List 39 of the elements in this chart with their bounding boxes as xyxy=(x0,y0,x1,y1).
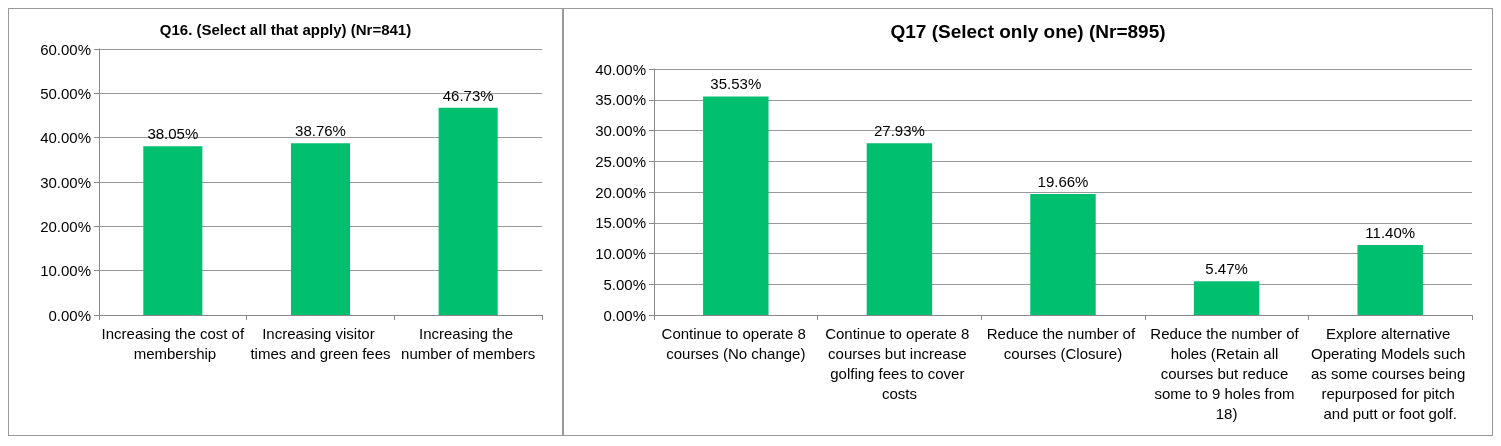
x-tick-label: Increasing the cost of membership xyxy=(101,324,245,362)
chart-title: Q16. (Select all that apply) (Nr=841) xyxy=(159,21,412,38)
y-tick-label: 25.00% xyxy=(595,152,646,170)
y-tick-label: 30.00% xyxy=(595,122,646,139)
y-tick-label: 40.00% xyxy=(595,60,646,78)
data-label: 35.53% xyxy=(710,75,762,93)
data-label: 38.76% xyxy=(295,122,346,140)
x-tick-label: Increasing the number of members xyxy=(401,324,536,362)
data-label: 38.05% xyxy=(147,125,199,143)
x-tick-label: Reduce the number of holes (Retain all courses but reduce some to 9 holes from 18) xyxy=(1150,324,1303,422)
y-tick-label: 10.00% xyxy=(40,262,91,280)
bar xyxy=(866,143,933,315)
y-tick-label: 0.00% xyxy=(48,306,91,324)
data-label: 27.93% xyxy=(873,122,925,140)
x-tick-label: Continue to operate 8 courses but increase golfing fees to cover costs xyxy=(825,324,974,402)
y-tick-label: 35.00% xyxy=(595,91,646,109)
chart-title: Q17 (Select only one) (Nr=895) xyxy=(890,21,1166,42)
y-tick-label: 5.00% xyxy=(603,275,646,293)
data-label: 46.73% xyxy=(442,86,494,104)
y-tick-label: 30.00% xyxy=(40,173,91,191)
y-tick-label: 0.00% xyxy=(603,306,646,324)
bar xyxy=(1357,244,1423,315)
bar xyxy=(1030,194,1096,315)
y-tick-label: 50.00% xyxy=(40,84,91,102)
x-tick-label: Increasing visitor times and green fees xyxy=(250,324,391,362)
y-tick-label: 20.00% xyxy=(40,217,91,235)
x-tick-label: Explore alternative Operating Models such as some courses being repurposed for pitch and putt or foot golf. xyxy=(1310,324,1470,422)
data-label: 5.47% xyxy=(1205,260,1248,278)
data-label: 19.66% xyxy=(1037,173,1089,191)
y-tick-label: 20.00% xyxy=(595,183,646,201)
x-tick-label: Continue to operate 8 courses (No change) xyxy=(661,324,811,362)
data-label: 11.40% xyxy=(1365,223,1416,241)
bar xyxy=(1193,281,1260,315)
bar xyxy=(703,96,769,315)
y-tick-label: 60.00% xyxy=(40,40,91,58)
y-tick-label: 40.00% xyxy=(40,129,91,147)
x-tick-label: Reduce the number of courses (Closure) xyxy=(986,324,1140,362)
y-tick-label: 10.00% xyxy=(595,245,646,262)
y-tick-label: 15.00% xyxy=(595,214,646,232)
